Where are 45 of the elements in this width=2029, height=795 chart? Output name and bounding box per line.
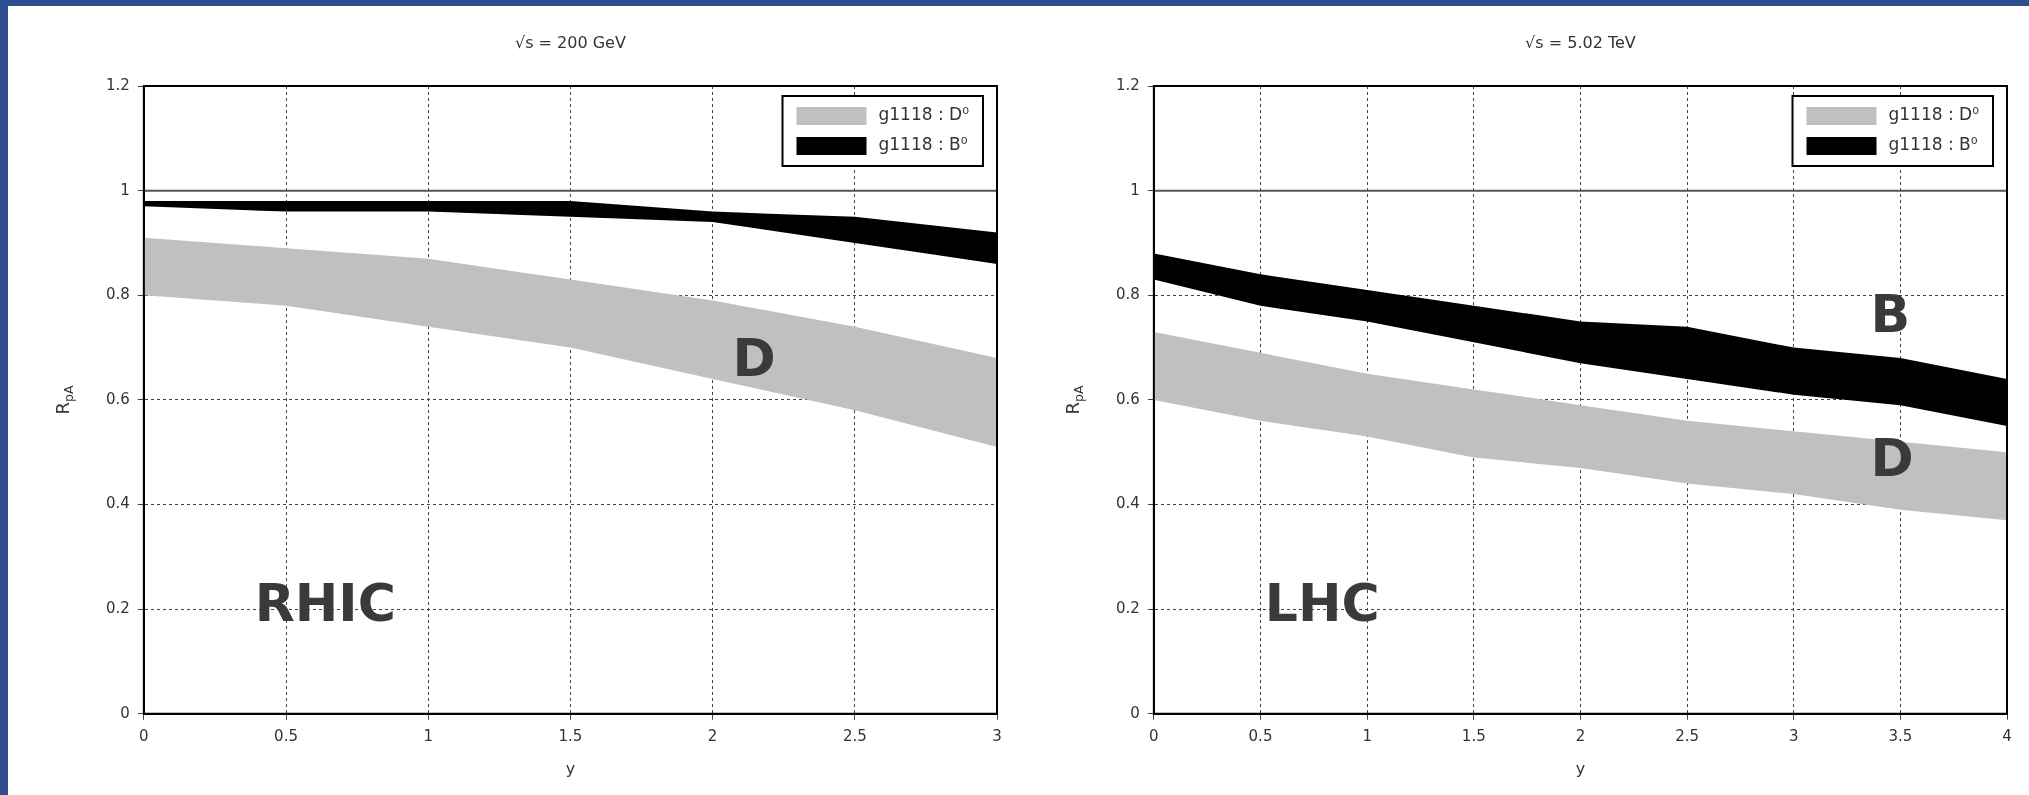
x-tick-label: 2.5 bbox=[842, 726, 867, 745]
chart-title: √s = 200 GeV bbox=[514, 33, 626, 53]
y-tick-label: 1.2 bbox=[1116, 75, 1140, 94]
legend-label: g1118 : D⁰ bbox=[1888, 104, 1980, 125]
y-tick-label: 1 bbox=[1130, 180, 1140, 199]
y-tick-label: 0.2 bbox=[106, 599, 130, 618]
y-axis-title: RpA bbox=[51, 384, 77, 415]
x-tick-label: 3 bbox=[1788, 726, 1799, 745]
x-tick-label: 3.5 bbox=[1888, 726, 1913, 745]
x-tick-label: 2 bbox=[1575, 726, 1586, 745]
annotation: RHIC bbox=[254, 572, 396, 633]
x-axis-title: y bbox=[1575, 758, 1586, 778]
x-tick-label: 0.5 bbox=[274, 726, 298, 745]
y-tick-label: 0 bbox=[1130, 703, 1140, 722]
legend-label: g1118 : D⁰ bbox=[878, 104, 970, 125]
chart-title: √s = 5.02 TeV bbox=[1525, 33, 1636, 53]
x-tick-label: 1 bbox=[1362, 726, 1372, 745]
x-tick-label: 4 bbox=[2002, 726, 2012, 745]
y-tick-label: 1.2 bbox=[106, 75, 130, 94]
y-tick-label: 0.8 bbox=[1116, 285, 1140, 304]
x-tick-label: 2.5 bbox=[1675, 726, 1699, 745]
annotation: D bbox=[1870, 428, 1914, 489]
annotation: B bbox=[1870, 283, 1911, 344]
x-tick-label: 2 bbox=[707, 726, 718, 745]
y-tick-label: 0.6 bbox=[1116, 389, 1140, 408]
x-tick-label: 0 bbox=[139, 726, 149, 745]
x-tick-label: 3 bbox=[992, 726, 1002, 745]
annotation: D bbox=[732, 327, 776, 388]
y-tick-label: 0.8 bbox=[106, 285, 130, 304]
y-tick-label: 1 bbox=[120, 180, 130, 199]
x-tick-label: 1.5 bbox=[1461, 726, 1486, 745]
annotation: LHC bbox=[1264, 572, 1380, 633]
y-tick-label: 0.4 bbox=[106, 494, 130, 513]
y-tick-label: 0.4 bbox=[1116, 494, 1140, 513]
x-tick-label: 1 bbox=[423, 726, 434, 745]
x-tick-label: 1.5 bbox=[558, 726, 583, 745]
y-axis-title: RpA bbox=[1061, 384, 1087, 415]
x-tick-label: 0 bbox=[1149, 726, 1159, 745]
legend-label: g1118 : B⁰ bbox=[1888, 134, 1978, 155]
y-tick-label: 0.2 bbox=[1116, 599, 1140, 618]
legend-label: g1118 : B⁰ bbox=[878, 134, 968, 155]
x-axis-title: y bbox=[565, 758, 576, 778]
y-tick-label: 0 bbox=[120, 703, 130, 722]
x-tick-label: 0.5 bbox=[1248, 726, 1273, 745]
y-tick-label: 0.6 bbox=[106, 389, 130, 408]
